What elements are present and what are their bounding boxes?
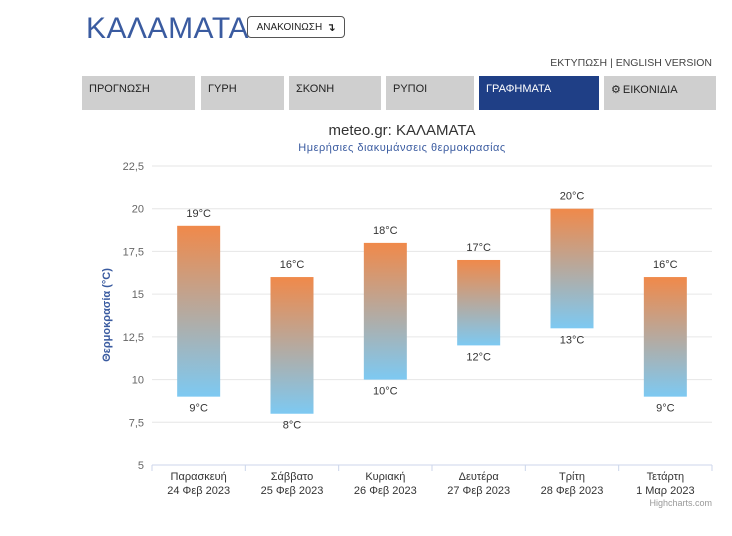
high-temp-label: 16°C [280, 259, 305, 271]
x-tick-date: 24 Φεβ 2023 [167, 485, 230, 497]
announcement-label: ΑΝΑΚΟΙΝΩΣΗ [256, 21, 323, 33]
tab-label: ΣΚΟΝΗ [296, 83, 335, 95]
low-temp-label: 12°C [466, 351, 491, 363]
x-tick-date: 28 Φεβ 2023 [541, 485, 604, 497]
y-tick-label: 17,5 [123, 246, 144, 258]
high-temp-label: 20°C [560, 191, 585, 203]
chart-title: meteo.gr: ΚΑΛΑΜΑΤΑ [328, 122, 475, 139]
high-temp-label: 17°C [466, 242, 491, 254]
low-temp-label: 10°C [373, 386, 398, 398]
tab-label: ΠΡΟΓΝΩΣΗ [89, 83, 150, 95]
gear-icon: ⚙ [611, 84, 621, 96]
top-links: ΕΚΤΥΠΩΣΗ | ENGLISH VERSION [550, 57, 712, 69]
x-tick-day: Κυριακή [365, 471, 405, 483]
high-temp-label: 16°C [653, 259, 678, 271]
temperature-bar[interactable] [363, 242, 407, 380]
announcement-button[interactable]: ΑΝΑΚΟΙΝΩΣΗ ↴ [247, 16, 345, 38]
tab-pollen[interactable]: ΓΥΡΗ [201, 76, 284, 110]
y-tick-label: 7,5 [129, 417, 144, 429]
temperature-bar[interactable] [457, 259, 501, 346]
low-temp-label: 9°C [189, 403, 208, 415]
y-tick-label: 10 [132, 375, 144, 387]
low-temp-label: 13°C [560, 334, 585, 346]
y-tick-label: 15 [132, 289, 144, 301]
y-tick-label: 5 [138, 460, 144, 472]
temperature-bar[interactable] [177, 225, 221, 397]
tab-forecast[interactable]: ΠΡΟΓΝΩΣΗ [82, 76, 195, 110]
y-tick-label: 20 [132, 204, 144, 216]
y-tick-label: 22,5 [123, 161, 144, 173]
chart-credits[interactable]: Highcharts.com [649, 498, 712, 508]
y-tick-label: 12,5 [123, 332, 144, 344]
high-temp-label: 18°C [373, 225, 398, 237]
print-link[interactable]: ΕΚΤΥΠΩΣΗ [550, 57, 608, 69]
chart-subtitle: Ημερήσιες διακυμάνσεις θερμοκρασίας [298, 142, 505, 154]
x-tick-day: Τετάρτη [647, 471, 685, 483]
x-tick-day: Σάββατο [271, 471, 313, 483]
x-tick-date: 1 Μαρ 2023 [636, 485, 694, 497]
low-temp-label: 9°C [656, 403, 675, 415]
low-temp-label: 8°C [283, 420, 302, 432]
tab-label: ΓΡΑΦΗΜΑΤΑ [486, 83, 552, 95]
tab-dust[interactable]: ΣΚΟΝΗ [289, 76, 381, 110]
x-tick-date: 26 Φεβ 2023 [354, 485, 417, 497]
x-tick-day: Παρασκευή [171, 471, 227, 483]
temperature-bar[interactable] [550, 208, 594, 329]
x-tick-day: Δευτέρα [459, 471, 500, 483]
temperature-bar[interactable] [270, 277, 314, 414]
tab-icons[interactable]: ⚙ ΕΙΚΟΝΙΔΙΑ [604, 76, 716, 110]
tab-pollutants[interactable]: ΡΥΠΟΙ [386, 76, 474, 110]
tab-label: ΓΥΡΗ [208, 83, 237, 95]
x-tick-date: 27 Φεβ 2023 [447, 485, 510, 497]
page-title: ΚΑΛΑΜΑΤΑ [86, 12, 249, 45]
arrow-icon: ↴ [326, 21, 336, 34]
high-temp-label: 19°C [186, 208, 211, 220]
nav-tabs: ΠΡΟΓΝΩΣΗ ΓΥΡΗ ΣΚΟΝΗ ΡΥΠΟΙ ΓΡΑΦΗΜΑΤΑ ⚙ ΕΙΚ… [82, 76, 716, 110]
y-axis-label: Θερμοκρασία (°C) [101, 268, 113, 362]
links-separator: | [610, 57, 613, 69]
tab-label: ΡΥΠΟΙ [393, 83, 428, 95]
tab-label: ΕΙΚΟΝΙΔΙΑ [622, 84, 678, 96]
x-tick-day: Τρίτη [559, 471, 585, 483]
x-tick-date: 25 Φεβ 2023 [261, 485, 324, 497]
english-version-link[interactable]: ENGLISH VERSION [615, 57, 712, 69]
temperature-bar[interactable] [643, 277, 687, 397]
tab-charts[interactable]: ΓΡΑΦΗΜΑΤΑ [479, 76, 599, 110]
